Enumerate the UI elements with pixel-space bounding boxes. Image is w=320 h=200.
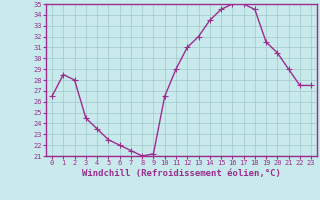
X-axis label: Windchill (Refroidissement éolien,°C): Windchill (Refroidissement éolien,°C) <box>82 169 281 178</box>
